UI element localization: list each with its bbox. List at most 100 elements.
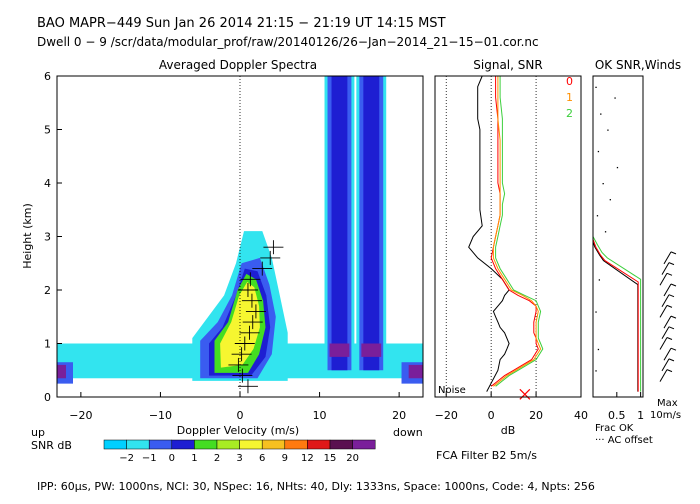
spectra-xlabel: Doppler Velocity (m/s) xyxy=(177,424,299,437)
x-tick-label-10: 10 xyxy=(313,409,327,422)
snr-x-tick-label--20: −20 xyxy=(435,409,458,422)
snr-series-signal xyxy=(468,75,510,392)
wind-barb-1 xyxy=(661,358,670,372)
wind-barb-8 xyxy=(663,283,672,297)
wind-barb-flag-11 xyxy=(670,251,677,255)
winds-speed-label: 10m/s xyxy=(650,410,681,421)
wind-barb-2 xyxy=(663,347,672,361)
y-tick-label-0: 0 xyxy=(44,391,51,404)
plume-layer-4 xyxy=(220,282,260,368)
snr-colorbar: SNR dB −2 −1 0 1 2 3 6 9 12 15 20 xyxy=(31,439,376,464)
spike-bottom-0 xyxy=(329,343,350,357)
colorbar-tick-4: 2 xyxy=(214,453,220,464)
wind-barb-7 xyxy=(661,294,670,307)
ac-offset-dot-1 xyxy=(614,97,616,99)
wind-barbs xyxy=(659,251,677,382)
ac-offset-dot-5 xyxy=(616,166,619,169)
colorbar-cell-10 xyxy=(329,439,353,450)
winds-panel: Max 10m/s xyxy=(650,251,681,421)
wind-barb-flag-10 xyxy=(668,262,675,266)
colorbar-tick-7: 9 xyxy=(282,453,288,464)
snr-grid xyxy=(445,76,537,397)
colorbar-cell-9 xyxy=(307,439,331,450)
ac-offset-dot-9 xyxy=(604,231,607,233)
ok-sublabel: ··· AC offset xyxy=(595,435,653,446)
y-tick-label-1: 1 xyxy=(44,338,51,351)
colorbar-tick-8: 12 xyxy=(301,453,314,464)
ac-offset-dot-7 xyxy=(609,199,611,201)
ac-offset-dot-11 xyxy=(595,311,597,313)
spectra-x-axis: −20 −10 0 10 20 xyxy=(69,392,406,422)
ac-offset-dot-10 xyxy=(598,279,601,281)
wind-barb-flag-6 xyxy=(666,304,673,308)
colorbar-tick-3: 1 xyxy=(191,453,197,464)
wind-barb-flag-4 xyxy=(668,326,675,330)
snr-series-2 xyxy=(495,76,544,387)
snr-x-tick-label-40: 40 xyxy=(574,409,588,422)
snr-x-axis: −20 0 20 40 xyxy=(435,392,588,422)
wind-barb-0 xyxy=(659,369,668,382)
wind-barb-5 xyxy=(663,315,672,329)
snr-noise-label: Noise xyxy=(438,385,466,396)
colorbar-tick-5: 3 xyxy=(236,453,242,464)
spectra-y-axis: 0 1 2 3 4 5 6 xyxy=(44,70,62,404)
snr-title: Signal, SNR xyxy=(473,58,542,72)
colorbar-cell-2 xyxy=(148,439,173,450)
snr-x-tick-label-20: 20 xyxy=(529,409,543,422)
spectra-panel: Averaged Doppler Spectra 0 1 2 3 4 5 6 −20 −10 0… xyxy=(21,58,424,439)
spike-core-1 xyxy=(363,76,380,371)
ac-offset-dot-4 xyxy=(597,150,600,153)
wind-barb-flag-8 xyxy=(670,283,677,287)
colorbar-cell-5 xyxy=(216,439,240,450)
ok-x-tick-label-1: 1 xyxy=(637,409,644,422)
ac-offset-dot-8 xyxy=(596,215,599,217)
colorbar-cell-8 xyxy=(284,439,308,450)
snr-series-1 xyxy=(492,76,542,387)
wind-barb-flag-7 xyxy=(668,294,675,298)
ac-offset-dot-12 xyxy=(597,348,600,351)
wind-barb-11 xyxy=(663,251,672,265)
colorbar-cell-6 xyxy=(239,439,263,450)
colorbar-tick-9: 15 xyxy=(324,453,337,464)
colorbar-cell-11 xyxy=(352,439,376,450)
snr-marker-b xyxy=(519,388,531,400)
spectra-moment-marks xyxy=(228,240,284,394)
wind-barb-flag-1 xyxy=(668,358,675,362)
wind-barb-flag-2 xyxy=(670,347,677,351)
snr-series xyxy=(468,75,544,400)
ac-offset-dot-13 xyxy=(595,370,597,372)
ok-x-tick-label-0: 0.5 xyxy=(608,409,626,422)
wind-barb-9 xyxy=(659,273,668,286)
snr-x-tick-label-0: 0 xyxy=(488,409,495,422)
spectra-up-label: up xyxy=(31,426,45,439)
snr-filter-label: FCA Filter B2 5m/s xyxy=(436,449,537,462)
wind-barb-flag-3 xyxy=(666,337,673,340)
ok-title: OK SNR,Winds xyxy=(595,58,681,72)
wind-barb-flag-5 xyxy=(670,315,677,319)
spectra-heatmap xyxy=(57,76,423,384)
clutter-right-purple xyxy=(408,364,423,379)
wind-barb-6 xyxy=(659,305,668,318)
y-tick-label-2: 2 xyxy=(44,284,51,297)
wind-barb-3 xyxy=(659,337,668,350)
snr-xlabel: dB xyxy=(501,424,516,437)
colorbar-tick-1: −1 xyxy=(142,453,157,464)
winds-max-label: Max xyxy=(657,398,678,409)
colorbar-tick-2: 0 xyxy=(169,453,175,464)
snr-panel: Signal, SNR −20 0 20 40 dB Noise 0 1 2 FCA … xyxy=(434,58,588,462)
ok-x-axis: 0.5 1 xyxy=(608,392,644,422)
spectra-ylabel: Height (km) xyxy=(21,203,34,269)
colorbar-cell-4 xyxy=(194,439,218,450)
snr-legend-2: 2 xyxy=(566,107,573,120)
x-tick-label-20: 20 xyxy=(392,409,406,422)
ok-series xyxy=(592,76,642,392)
snr-legend-1: 1 xyxy=(566,91,573,104)
ok-frame xyxy=(592,75,644,398)
spectra-title: Averaged Doppler Spectra xyxy=(159,58,317,72)
snr-legend-0: 0 xyxy=(566,75,573,88)
wind-barb-flag-0 xyxy=(666,369,673,373)
ac-offset-dot-0 xyxy=(595,86,597,88)
ok-series-ok_black xyxy=(592,76,639,392)
